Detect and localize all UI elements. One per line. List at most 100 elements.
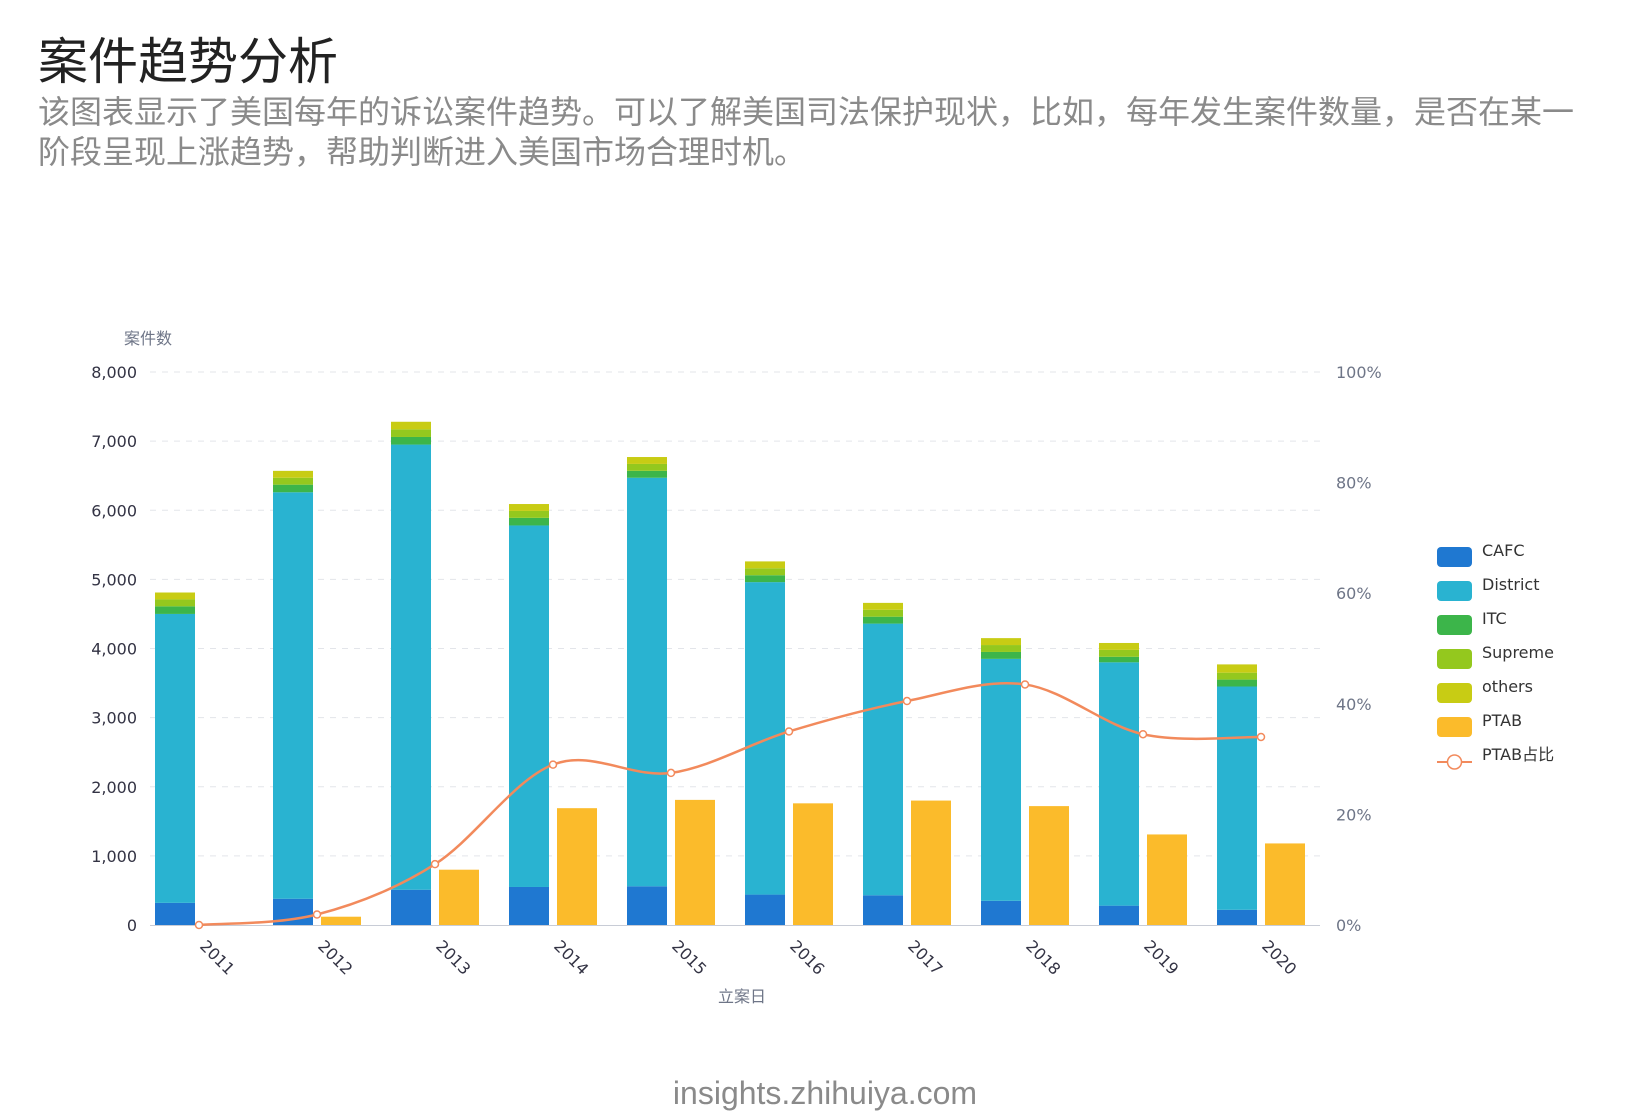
y-tick-label: 3,000 bbox=[91, 709, 137, 728]
bar-itc-2020[interactable] bbox=[1217, 679, 1257, 687]
x-axis-title: 立案日 bbox=[718, 987, 766, 1006]
ptab-share-line bbox=[194, 680, 1266, 930]
bar-district-2013[interactable] bbox=[391, 444, 431, 890]
bar-itc-2018[interactable] bbox=[981, 651, 1021, 659]
line-point-2012[interactable] bbox=[312, 910, 322, 919]
legend-label: District bbox=[1482, 575, 1539, 594]
line-point-2013[interactable] bbox=[430, 859, 440, 869]
bar-cafc-2019[interactable] bbox=[1099, 905, 1139, 925]
bar-itc-2013[interactable] bbox=[391, 436, 431, 445]
bar-district-2019[interactable] bbox=[1099, 662, 1139, 906]
y-tick-label: 6,000 bbox=[91, 501, 137, 520]
bar-supreme-2012[interactable] bbox=[273, 477, 313, 485]
bar-cafc-2016[interactable] bbox=[745, 894, 785, 925]
footer-source: insights.zhihuiya.com bbox=[672, 1075, 978, 1111]
legend-item-ptab[interactable]: PTAB bbox=[1437, 711, 1522, 737]
y-axis-right-ticks: 0% 20% 40% 60% 80% 100% bbox=[1336, 363, 1382, 935]
bar-itc-2011[interactable] bbox=[155, 606, 195, 614]
line-point-2019[interactable] bbox=[1138, 729, 1148, 739]
bar-supreme-2018[interactable] bbox=[981, 645, 1021, 652]
bar-ptab-2013[interactable] bbox=[439, 869, 479, 925]
bar-itc-2012[interactable] bbox=[273, 484, 313, 493]
bar-district-2017[interactable] bbox=[863, 623, 903, 896]
bar-others-2011[interactable] bbox=[155, 592, 195, 600]
legend-item-others[interactable]: others bbox=[1437, 677, 1533, 703]
x-tick-label: 2013 bbox=[432, 936, 474, 978]
bar-district-2018[interactable] bbox=[981, 658, 1021, 901]
bar-others-2020[interactable] bbox=[1217, 664, 1257, 673]
y2-tick-label: 0% bbox=[1336, 916, 1361, 935]
line-point-2017[interactable] bbox=[902, 696, 912, 706]
bar-others-2013[interactable] bbox=[391, 421, 431, 430]
line-point-2018[interactable] bbox=[1020, 680, 1030, 689]
bar-cafc-2015[interactable] bbox=[627, 886, 667, 925]
bar-others-2018[interactable] bbox=[981, 638, 1021, 646]
bar-district-2012[interactable] bbox=[273, 492, 313, 899]
bar-cafc-2020[interactable] bbox=[1217, 909, 1257, 925]
bar-itc-2014[interactable] bbox=[509, 517, 549, 526]
line-point-2014[interactable] bbox=[548, 760, 558, 769]
bar-supreme-2019[interactable] bbox=[1099, 649, 1139, 657]
bar-cafc-2014[interactable] bbox=[509, 886, 549, 925]
bar-district-2011[interactable] bbox=[155, 613, 195, 903]
bar-ptab-2014[interactable] bbox=[557, 808, 597, 925]
bar-others-2019[interactable] bbox=[1099, 642, 1139, 650]
bar-supreme-2015[interactable] bbox=[627, 463, 667, 471]
legend[interactable]: CAFC District ITC Supreme others PTAB PTAB占比 bbox=[1437, 541, 1554, 770]
bar-district-2015[interactable] bbox=[627, 477, 667, 887]
y-tick-label: 0 bbox=[127, 916, 137, 935]
bar-others-2017[interactable] bbox=[863, 602, 903, 610]
x-tick-label: 2011 bbox=[196, 936, 238, 978]
legend-marker bbox=[1446, 754, 1463, 770]
y2-tick-label: 20% bbox=[1336, 805, 1372, 824]
legend-item-itc[interactable]: ITC bbox=[1437, 609, 1507, 635]
bar-others-2016[interactable] bbox=[745, 561, 785, 569]
bars bbox=[155, 421, 1305, 925]
bar-others-2012[interactable] bbox=[273, 470, 313, 478]
y-tick-label: 5,000 bbox=[91, 570, 137, 589]
bar-itc-2016[interactable] bbox=[745, 575, 785, 583]
x-tick-label: 2018 bbox=[1022, 936, 1064, 978]
bar-district-2016[interactable] bbox=[745, 582, 785, 895]
x-tick-label: 2015 bbox=[668, 936, 710, 978]
bar-ptab-2016[interactable] bbox=[793, 803, 833, 925]
bar-cafc-2013[interactable] bbox=[391, 889, 431, 925]
bar-itc-2017[interactable] bbox=[863, 616, 903, 624]
legend-item-ptab-share[interactable]: PTAB占比 bbox=[1437, 745, 1554, 770]
line-point-2015[interactable] bbox=[666, 768, 676, 778]
bar-cafc-2018[interactable] bbox=[981, 900, 1021, 925]
bar-others-2014[interactable] bbox=[509, 504, 549, 511]
bar-supreme-2011[interactable] bbox=[155, 599, 195, 607]
bar-ptab-2018[interactable] bbox=[1029, 806, 1069, 925]
x-tick-label: 2014 bbox=[550, 936, 592, 978]
line-point-2016[interactable] bbox=[784, 727, 794, 736]
legend-item-cafc[interactable]: CAFC bbox=[1437, 541, 1525, 567]
legend-label: PTAB bbox=[1482, 711, 1522, 730]
legend-item-district[interactable]: District bbox=[1437, 575, 1539, 601]
x-tick-label: 2019 bbox=[1140, 936, 1182, 978]
legend-label: PTAB占比 bbox=[1482, 745, 1554, 764]
y2-tick-label: 40% bbox=[1336, 695, 1372, 714]
line-point-2011[interactable] bbox=[194, 920, 204, 930]
bar-others-2015[interactable] bbox=[627, 457, 667, 464]
bar-ptab-2017[interactable] bbox=[911, 800, 951, 925]
bar-cafc-2011[interactable] bbox=[155, 902, 195, 925]
bar-ptab-2015[interactable] bbox=[675, 799, 715, 925]
bar-itc-2015[interactable] bbox=[627, 470, 667, 478]
legend-swatch bbox=[1437, 581, 1472, 601]
line-point-2020[interactable] bbox=[1256, 732, 1266, 742]
legend-item-supreme[interactable]: Supreme bbox=[1437, 643, 1554, 669]
bar-supreme-2020[interactable] bbox=[1217, 672, 1257, 680]
bar-supreme-2016[interactable] bbox=[745, 568, 785, 576]
bar-ptab-2019[interactable] bbox=[1147, 834, 1187, 925]
bar-supreme-2013[interactable] bbox=[391, 429, 431, 437]
line-path bbox=[198, 681, 1262, 927]
bar-ptab-2012[interactable] bbox=[321, 916, 361, 925]
bar-district-2020[interactable] bbox=[1217, 686, 1257, 910]
bar-supreme-2014[interactable] bbox=[509, 510, 549, 518]
bar-district-2014[interactable] bbox=[509, 525, 549, 887]
bar-supreme-2017[interactable] bbox=[863, 609, 903, 617]
bar-ptab-2020[interactable] bbox=[1265, 843, 1305, 925]
bar-itc-2019[interactable] bbox=[1099, 656, 1139, 663]
bar-cafc-2017[interactable] bbox=[863, 895, 903, 925]
